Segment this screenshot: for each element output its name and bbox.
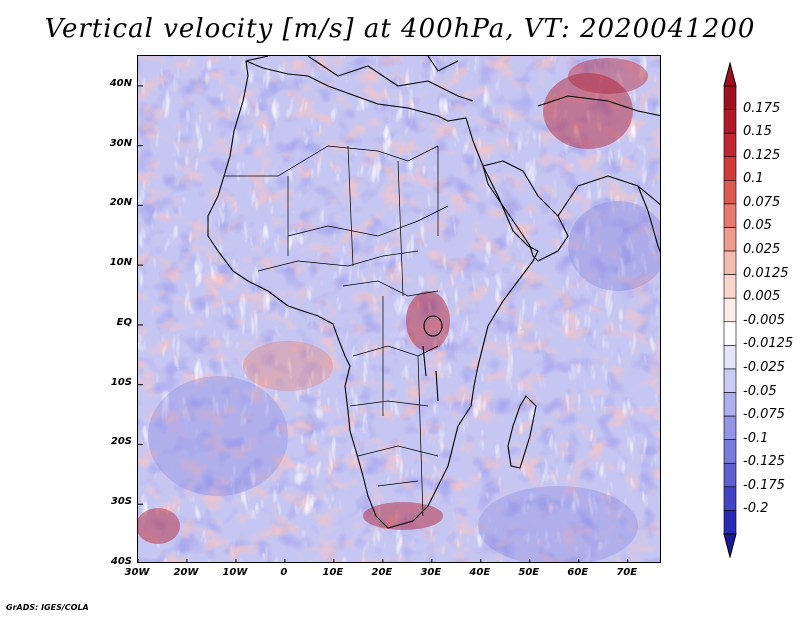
lon-tick-label: 30E bbox=[420, 567, 442, 578]
colorbar-swatch bbox=[723, 462, 737, 488]
chart-title: Vertical velocity [m/s] at 400hPa, VT: 2… bbox=[44, 14, 756, 44]
colorbar-swatch bbox=[723, 510, 737, 535]
lon-tick-label: 40E bbox=[469, 567, 491, 578]
colorbar-swatch bbox=[723, 274, 737, 299]
colorbar-level-label: -0.005 bbox=[743, 312, 785, 328]
colorbar-swatch bbox=[723, 486, 737, 511]
lon-tick-label: 50E bbox=[518, 567, 540, 578]
map-plot-area bbox=[137, 55, 661, 563]
lon-tick-label: 0 bbox=[280, 567, 288, 578]
colorbar-level-label: 0.175 bbox=[743, 100, 781, 116]
colorbar-level-label: -0.125 bbox=[743, 454, 785, 470]
colorbar-swatch bbox=[723, 321, 737, 346]
colorbar-level-label: 0.0125 bbox=[743, 265, 789, 281]
colorbar bbox=[723, 62, 737, 558]
hotspot-southwest bbox=[138, 508, 180, 544]
colorbar-level-label: -0.075 bbox=[743, 407, 785, 423]
colorbar-level-label: 0.15 bbox=[743, 124, 772, 140]
colorbar-level-label: 0.075 bbox=[743, 194, 781, 210]
lat-tick-label: 20S bbox=[110, 436, 132, 448]
lat-tick-label: 30N bbox=[109, 137, 132, 149]
colorbar-level-label: -0.025 bbox=[743, 359, 785, 375]
blue-region-arabian-sea bbox=[568, 201, 660, 291]
lon-tick-label: 30W bbox=[124, 567, 150, 578]
rift-lakes bbox=[422, 345, 439, 402]
colorbar-swatch bbox=[723, 203, 737, 228]
hotspot-iran bbox=[543, 73, 633, 149]
colorbar-level-label: 0.025 bbox=[743, 242, 781, 258]
colorbar-swatch bbox=[723, 439, 737, 464]
colorbar-swatch bbox=[723, 156, 737, 181]
lat-tick-label: 40S bbox=[110, 556, 132, 567]
hotspot-south-africa bbox=[363, 502, 443, 530]
india-coastline bbox=[637, 185, 660, 253]
colorbar-level-label: -0.05 bbox=[743, 383, 777, 399]
colorbar-swatch bbox=[723, 368, 737, 393]
europe-coastline bbox=[245, 56, 474, 102]
vertical-velocity-map bbox=[138, 56, 660, 562]
hotspot-east-africa bbox=[406, 291, 450, 351]
hotspot-atlantic bbox=[243, 341, 333, 391]
colorbar-bottom-arrow bbox=[723, 533, 737, 558]
country-borders bbox=[224, 145, 449, 517]
coastlines bbox=[207, 56, 660, 529]
colorbar-top-arrow bbox=[723, 62, 737, 87]
arabia-coastline bbox=[482, 160, 569, 262]
lat-tick-label: 40N bbox=[109, 77, 132, 89]
lat-tick-label: 20N bbox=[109, 197, 132, 209]
colorbar-swatch bbox=[723, 392, 737, 417]
colorbar-level-label: 0.1 bbox=[743, 171, 764, 187]
colorbar-level-label: -0.175 bbox=[743, 477, 785, 493]
lat-tick-label: 10N bbox=[109, 257, 132, 269]
lat-tick-label: 10S bbox=[110, 376, 132, 388]
lake-victoria bbox=[423, 315, 443, 337]
colorbar-swatch bbox=[723, 109, 737, 134]
colorbar-swatch bbox=[723, 85, 737, 110]
lon-tick-label: 70E bbox=[616, 567, 638, 578]
lat-tick-label: EQ bbox=[116, 316, 132, 328]
africa-coastline bbox=[207, 60, 539, 529]
colorbar-level-label: 0.05 bbox=[743, 218, 772, 234]
hotspot-caspian bbox=[568, 58, 648, 94]
middle-east-coastline bbox=[537, 95, 660, 217]
colorbar-level-label: 0.125 bbox=[743, 147, 781, 163]
colorbar-level-label: 0.005 bbox=[743, 289, 781, 305]
colorbar-swatch bbox=[723, 227, 737, 252]
colorbar-level-label: -0.0125 bbox=[743, 336, 794, 352]
colorbar-swatch bbox=[723, 297, 737, 323]
blue-region-south-atlantic bbox=[148, 376, 288, 496]
madagascar-coastline bbox=[507, 395, 537, 469]
lat-tick-label: 30S bbox=[110, 496, 132, 508]
colorbar-swatch bbox=[723, 250, 737, 275]
axis-ticks bbox=[138, 85, 629, 562]
lon-tick-label: 10E bbox=[322, 567, 344, 578]
colorbar-swatch bbox=[723, 180, 737, 205]
lon-tick-label: 20E bbox=[371, 567, 393, 578]
colorbar-swatch bbox=[723, 132, 737, 158]
grads-credit: GrADS: IGES/COLA bbox=[6, 603, 89, 612]
colorbar-level-label: -0.2 bbox=[743, 501, 769, 517]
colorbar-swatch bbox=[723, 415, 737, 440]
lon-tick-label: 10W bbox=[222, 567, 248, 578]
lon-tick-label: 60E bbox=[567, 567, 589, 578]
lon-tick-label: 20W bbox=[173, 567, 199, 578]
colorbar-swatch bbox=[723, 345, 737, 370]
colorbar-level-label: -0.1 bbox=[743, 430, 769, 446]
near-zero-streaks bbox=[138, 56, 660, 562]
blue-region-indian-ocean bbox=[478, 486, 638, 562]
